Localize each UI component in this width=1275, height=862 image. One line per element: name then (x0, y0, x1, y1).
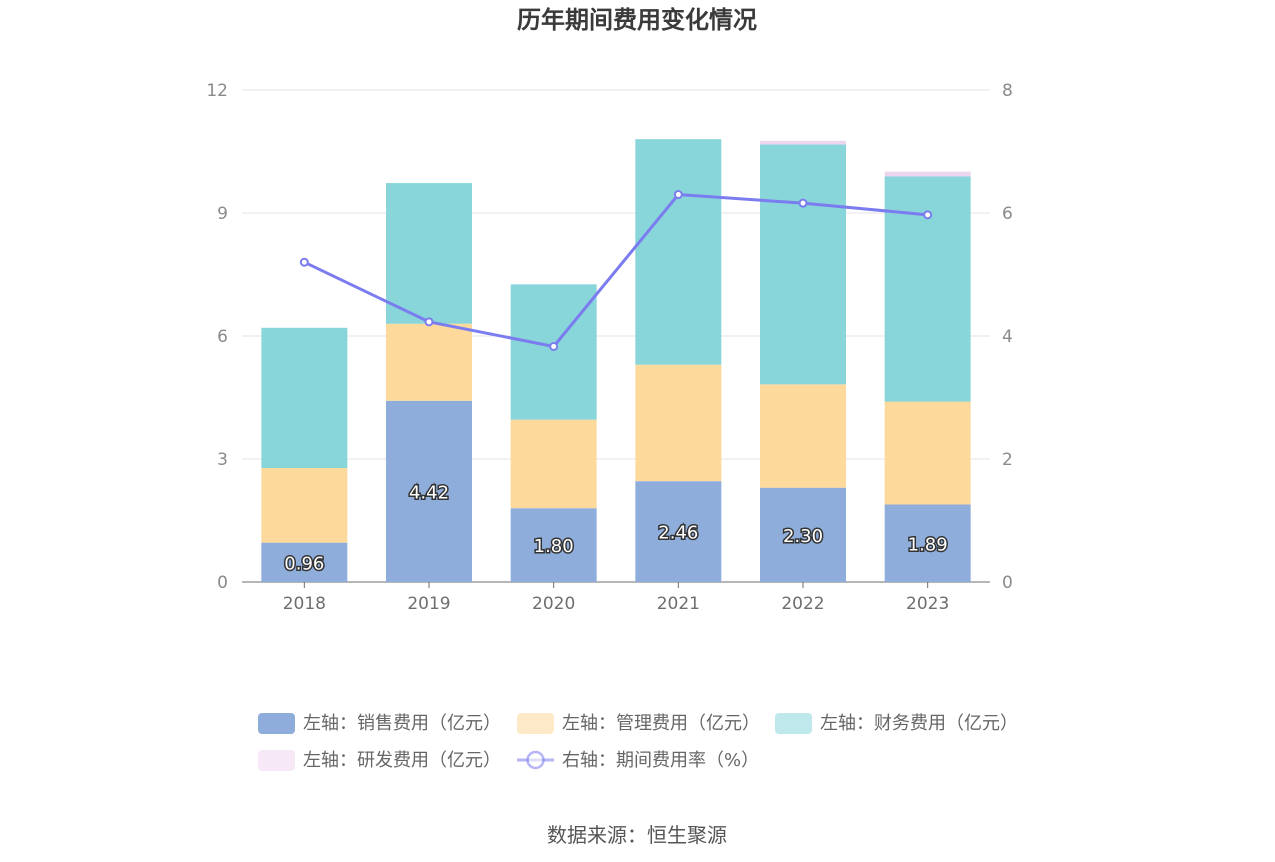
bar-segment (261, 542, 348, 582)
legend-item[interactable]: 左轴：销售费用（亿元） (258, 713, 501, 734)
legend-item[interactable]: 左轴：研发费用（亿元） (258, 750, 501, 771)
right-tick-label: 2 (1002, 450, 1013, 470)
bar-segment (635, 481, 722, 582)
left-tick-label: 12 (206, 81, 228, 101)
bar-series (261, 139, 971, 582)
line-point (673, 190, 683, 200)
bar-segment (510, 419, 597, 509)
line-point (923, 210, 933, 220)
data-label: 2.46 (658, 523, 698, 544)
bar-segment (884, 171, 971, 177)
left-tick-label: 6 (217, 327, 228, 347)
x-tick-label: 2022 (781, 594, 824, 614)
bar-segment (261, 468, 348, 543)
legend-label: 左轴：销售费用（亿元） (303, 713, 501, 734)
bar-segment (884, 401, 971, 505)
line-point (798, 198, 808, 208)
left-tick-label: 3 (217, 450, 228, 470)
data-label: 0.96 (284, 553, 324, 574)
data-label: 4.42 (409, 482, 449, 503)
legend-marker (526, 750, 545, 770)
data-labels: 0.96 4.42 1.80 2.46 2.30 1.89 (283, 481, 949, 576)
left-tick-label: 9 (217, 204, 228, 224)
legend-swatch (775, 713, 812, 734)
line-point (549, 341, 559, 351)
x-tick-label: 2019 (407, 594, 450, 614)
legend-label: 左轴：财务费用（亿元） (820, 713, 1018, 734)
data-label: 2.30 (783, 526, 823, 547)
bar-segment (884, 504, 971, 582)
bar-segment (386, 323, 472, 401)
bar-segment (760, 487, 846, 582)
right-tick-label: 0 (1002, 573, 1013, 593)
bar-segment (760, 384, 846, 488)
x-tick-label: 2023 (906, 594, 949, 614)
left-axis-ticks: 0 3 6 9 12 (206, 81, 228, 593)
legend-item[interactable]: 右轴：期间费用率（%） (517, 750, 759, 771)
right-tick-label: 6 (1002, 204, 1013, 224)
chart-title: 历年期间费用变化情况 (517, 6, 757, 34)
x-axis-labels: 2018 2019 2020 2021 2022 2023 (283, 594, 950, 614)
legend-label: 左轴：研发费用（亿元） (303, 750, 501, 771)
right-tick-label: 8 (1002, 81, 1013, 101)
right-tick-label: 4 (1002, 327, 1013, 347)
x-tick-label: 2018 (283, 594, 326, 614)
bar-segment (635, 139, 722, 365)
source-note: 数据来源：恒生聚源 (547, 823, 727, 847)
legend-label: 右轴：期间费用率（%） (562, 750, 759, 771)
bar-segment (510, 508, 597, 582)
bar-segment (386, 400, 472, 582)
bar-segment (386, 183, 472, 324)
legend[interactable]: 左轴：销售费用（亿元） 左轴：管理费用（亿元） 左轴：财务费用（亿元） 左轴：研发费用… (258, 713, 1018, 771)
bar-segment (760, 144, 846, 385)
data-label: 1.89 (908, 534, 948, 555)
bar-segment (760, 140, 846, 145)
line-series (299, 190, 933, 351)
bar-segment (261, 327, 348, 469)
bar-segment (635, 364, 722, 482)
line-path (303, 193, 928, 349)
bar-segment (510, 284, 597, 420)
line-point (299, 257, 309, 267)
grid-lines (242, 89, 990, 588)
legend-swatch (258, 750, 295, 771)
legend-item[interactable]: 左轴：财务费用（亿元） (775, 713, 1018, 734)
bar-segment (884, 176, 971, 402)
legend-label: 左轴：管理费用（亿元） (562, 713, 760, 734)
left-tick-label: 0 (217, 573, 228, 593)
data-label: 1.80 (534, 536, 574, 557)
x-tick-label: 2020 (532, 594, 575, 614)
legend-item[interactable]: 左轴：管理费用（亿元） (517, 713, 760, 734)
x-tick-label: 2021 (657, 594, 700, 614)
legend-swatch (517, 713, 554, 734)
line-point (424, 317, 434, 327)
legend-swatch (258, 713, 295, 734)
right-axis-ticks: 0 2 4 6 8 (1002, 81, 1013, 593)
